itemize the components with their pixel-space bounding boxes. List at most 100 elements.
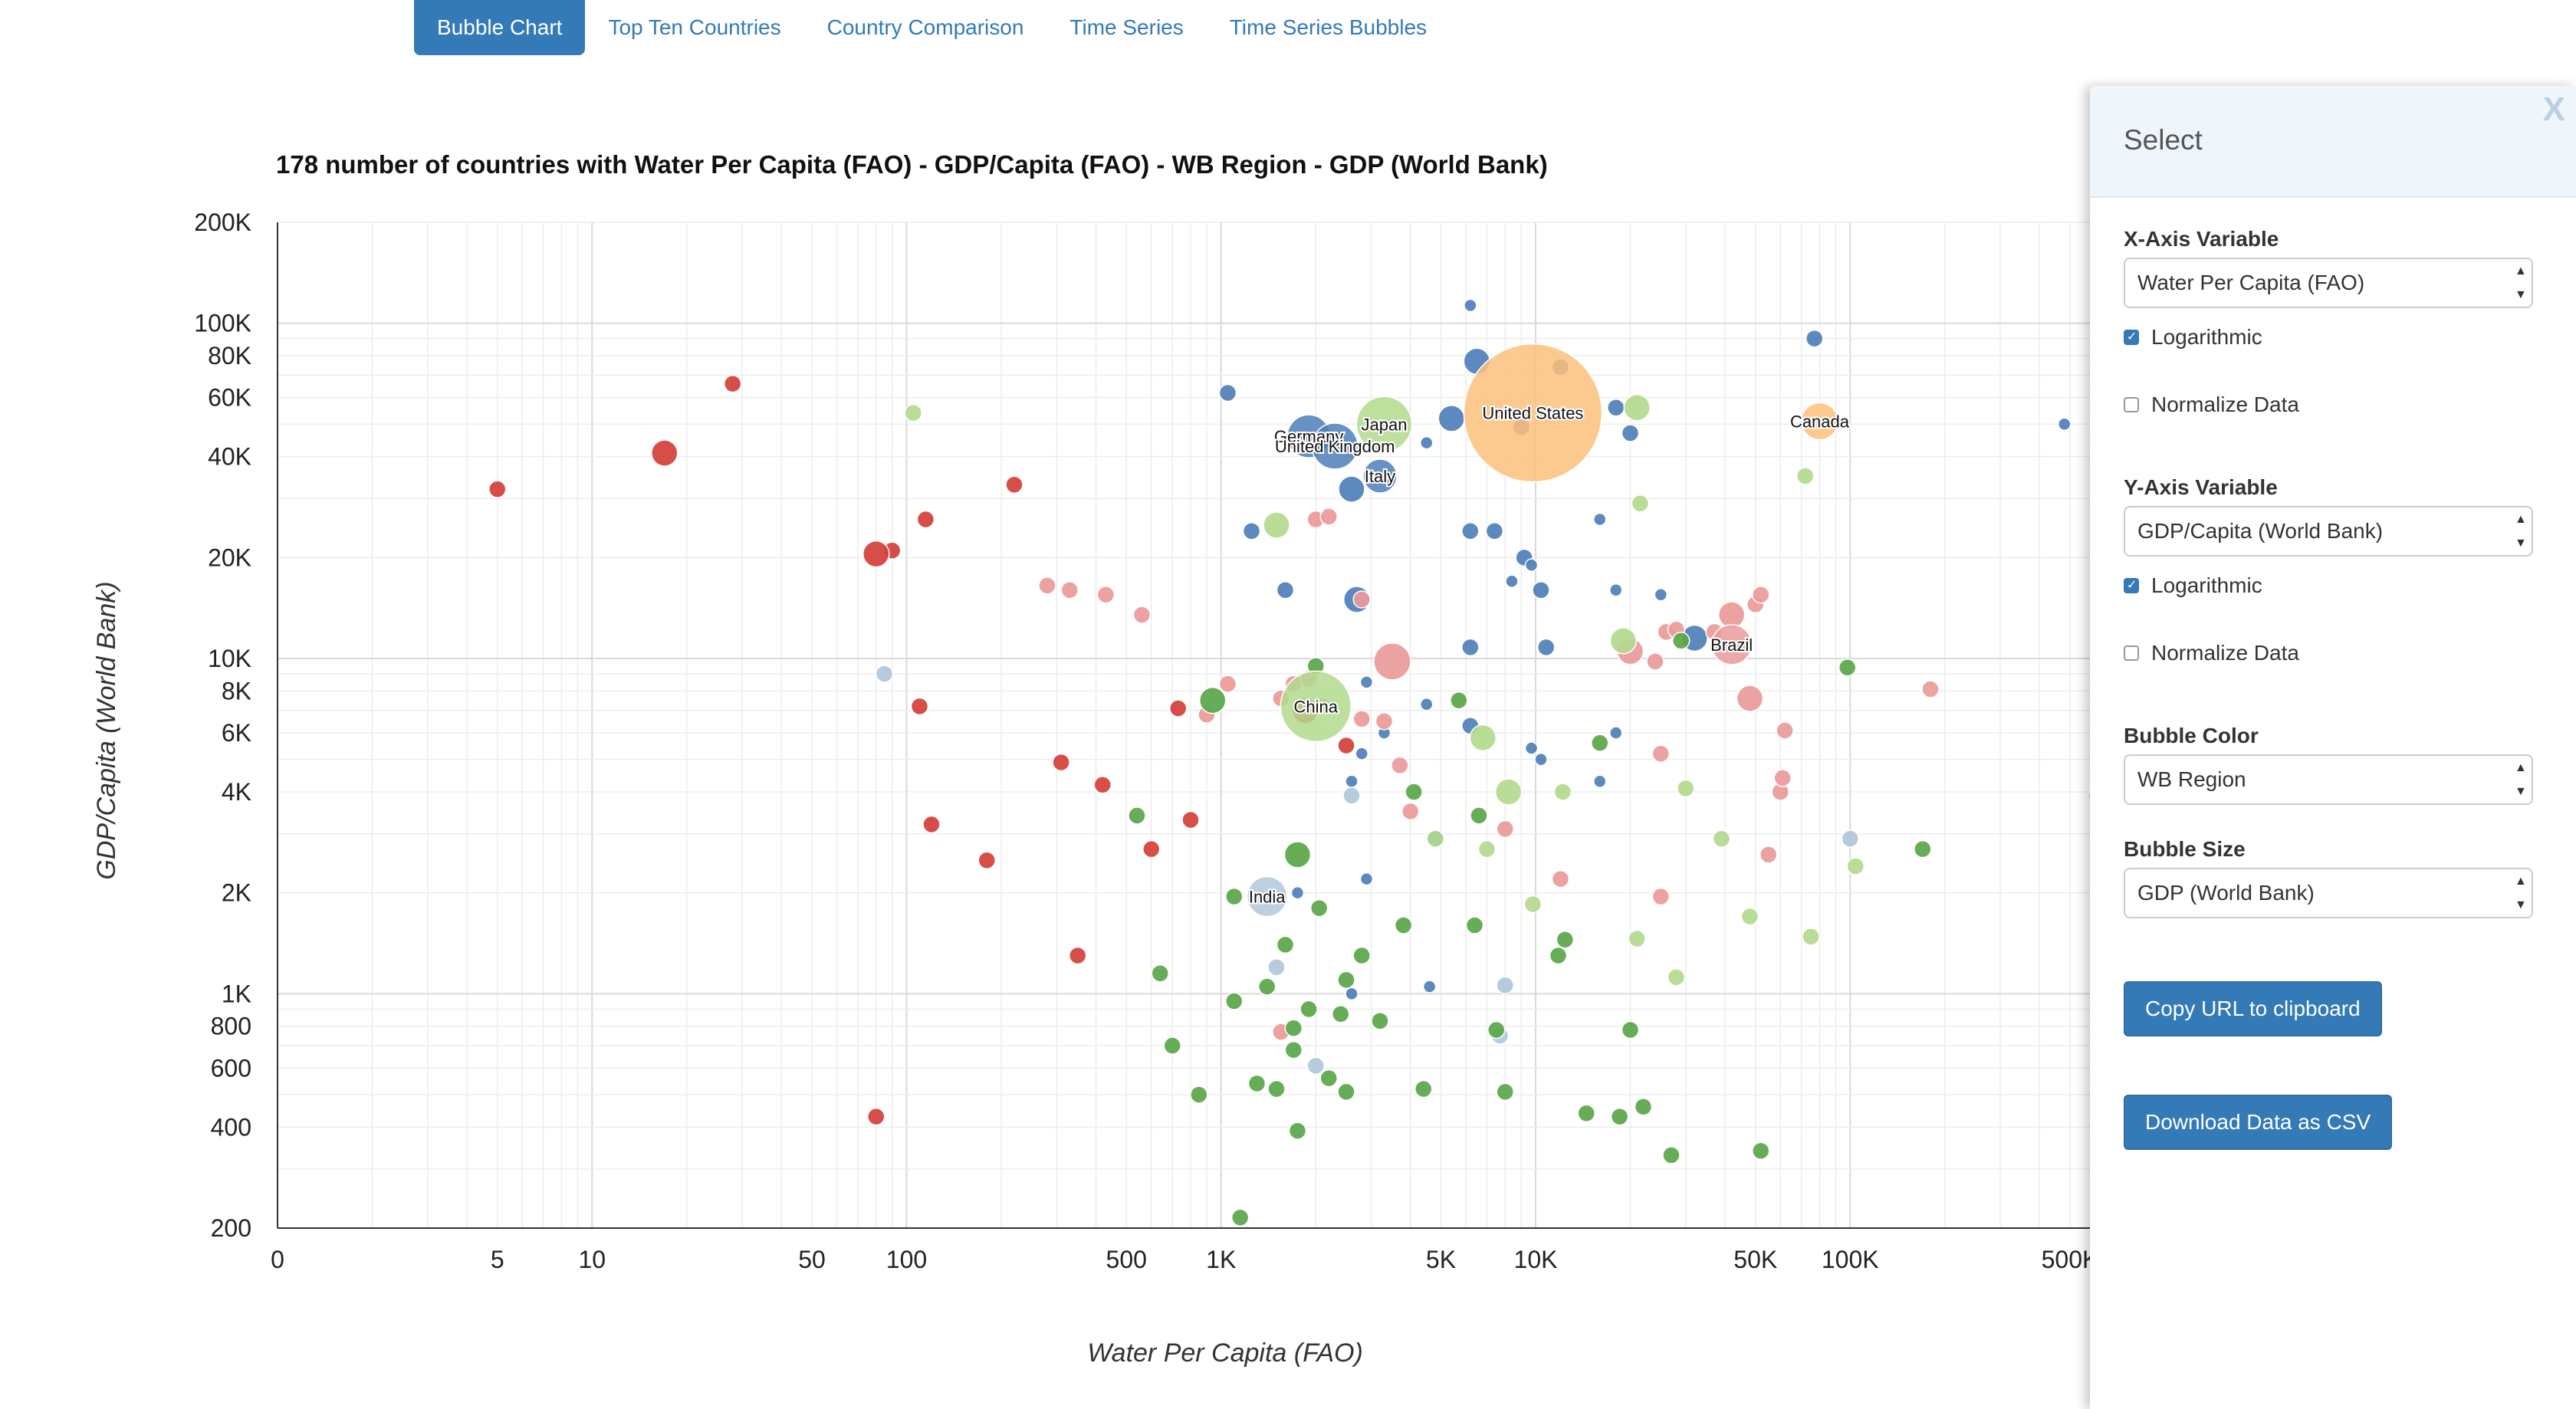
bubble[interactable]: [916, 510, 935, 529]
bubble-japan[interactable]: [1355, 396, 1413, 453]
bubble-india[interactable]: [1246, 875, 1288, 918]
bubble[interactable]: [910, 697, 929, 716]
bubble[interactable]: [875, 665, 894, 683]
bubble[interactable]: [1751, 585, 1770, 604]
bubble[interactable]: [1352, 710, 1371, 728]
x-log-checkbox[interactable]: [2124, 329, 2139, 345]
bubble[interactable]: [1284, 1019, 1303, 1037]
bubble[interactable]: [1461, 521, 1480, 540]
bubble[interactable]: [862, 540, 890, 568]
bubble[interactable]: [1759, 846, 1778, 864]
bubble[interactable]: [1290, 885, 1305, 900]
bubble[interactable]: [1590, 734, 1609, 752]
bubble[interactable]: [1464, 298, 1477, 313]
bubble[interactable]: [1401, 802, 1420, 821]
bubble[interactable]: [1414, 1079, 1433, 1099]
bubble[interactable]: [1419, 435, 1434, 450]
bubble[interactable]: [1634, 1098, 1653, 1116]
bubble[interactable]: [1337, 1082, 1355, 1101]
bubble[interactable]: [1224, 992, 1244, 1010]
bubble[interactable]: [1288, 1122, 1307, 1140]
bubble[interactable]: [1651, 887, 1671, 906]
bubble[interactable]: [1805, 329, 1824, 348]
y-normalize-checkbox[interactable]: [2124, 645, 2139, 661]
bubble[interactable]: [1005, 475, 1024, 494]
bubble[interactable]: [488, 480, 507, 498]
bubble[interactable]: [922, 815, 941, 834]
bubble[interactable]: [1371, 1011, 1389, 1030]
bubble[interactable]: [1355, 747, 1368, 760]
bubble[interactable]: [1651, 744, 1671, 763]
bubble-canada[interactable]: [1800, 402, 1839, 441]
bubble[interactable]: [723, 374, 742, 393]
bubble[interactable]: [1608, 583, 1623, 597]
bubble[interactable]: [1257, 977, 1276, 996]
bubble[interactable]: [1242, 521, 1261, 540]
y-log-checkbox[interactable]: [2124, 577, 2139, 593]
bubble[interactable]: [1553, 783, 1572, 801]
bubble[interactable]: [1623, 394, 1651, 422]
bubble[interactable]: [1337, 736, 1355, 755]
bubble[interactable]: [651, 439, 678, 467]
x-log-checkbox-row[interactable]: Logarithmic: [2124, 325, 2262, 350]
bubble[interactable]: [1132, 606, 1152, 624]
bubble[interactable]: [1621, 1020, 1640, 1040]
bubble[interactable]: [1359, 872, 1374, 886]
bubble[interactable]: [1450, 691, 1468, 710]
bubble[interactable]: [1485, 521, 1504, 540]
bubble[interactable]: [1168, 699, 1188, 718]
bubble[interactable]: [1342, 787, 1361, 805]
bubble[interactable]: [1096, 585, 1116, 604]
bubble[interactable]: [1671, 632, 1691, 650]
bubble[interactable]: [1224, 887, 1244, 906]
bubble[interactable]: [2057, 417, 2072, 432]
bubble[interactable]: [1319, 507, 1338, 526]
y-normalize-checkbox-row[interactable]: Normalize Data: [2124, 641, 2299, 665]
bubble[interactable]: [1276, 935, 1295, 954]
bubble[interactable]: [1667, 968, 1686, 987]
bubble[interactable]: [1608, 726, 1623, 740]
bubble-china[interactable]: [1280, 670, 1352, 743]
bubble[interactable]: [1198, 686, 1227, 714]
bubble[interactable]: [1773, 769, 1792, 787]
bubble[interactable]: [1841, 829, 1859, 848]
bubble[interactable]: [1309, 898, 1329, 918]
bubble-color-select[interactable]: WB Region ▲ ▼: [2124, 754, 2533, 805]
bubble[interactable]: [1419, 698, 1434, 711]
bubble[interactable]: [1751, 1141, 1770, 1160]
x-axis-variable-select[interactable]: Water Per Capita (FAO) ▲ ▼: [2124, 258, 2533, 308]
bubble[interactable]: [1230, 1208, 1250, 1227]
bubble-united-states[interactable]: [1463, 343, 1603, 483]
bubble[interactable]: [1190, 1085, 1208, 1104]
bubble[interactable]: [1338, 475, 1365, 503]
bubble[interactable]: [1128, 806, 1146, 825]
bubble[interactable]: [1524, 558, 1539, 572]
bubble[interactable]: [1631, 494, 1650, 513]
bubble[interactable]: [2088, 787, 2090, 804]
bubble[interactable]: [1505, 574, 1519, 588]
bubble[interactable]: [1319, 1069, 1338, 1088]
bubble[interactable]: [1345, 774, 1359, 789]
bubble[interactable]: [1465, 916, 1484, 934]
bubble[interactable]: [1345, 987, 1359, 1001]
bubble[interactable]: [1524, 741, 1539, 755]
bubble[interactable]: [1267, 1079, 1286, 1099]
bubble[interactable]: [1556, 930, 1575, 949]
bubble[interactable]: [1375, 712, 1394, 731]
bubble-italy[interactable]: [1362, 458, 1398, 494]
tab-time-series-bubbles[interactable]: Time Series Bubbles: [1229, 15, 1428, 39]
bubble[interactable]: [1796, 467, 1815, 485]
bubble[interactable]: [1846, 857, 1865, 875]
close-icon[interactable]: X: [2542, 90, 2565, 128]
bubble[interactable]: [1283, 841, 1312, 869]
bubble[interactable]: [1405, 783, 1423, 801]
bubble[interactable]: [1646, 652, 1664, 671]
bubble[interactable]: [1438, 405, 1465, 432]
bubble-brazil[interactable]: [1710, 624, 1753, 665]
bubble[interactable]: [1609, 627, 1638, 655]
bubble[interactable]: [1359, 675, 1374, 689]
y-log-checkbox-row[interactable]: Logarithmic: [2124, 573, 2262, 598]
bubble[interactable]: [1606, 399, 1625, 417]
bubble[interactable]: [1496, 976, 1514, 994]
bubble[interactable]: [1267, 957, 1286, 977]
